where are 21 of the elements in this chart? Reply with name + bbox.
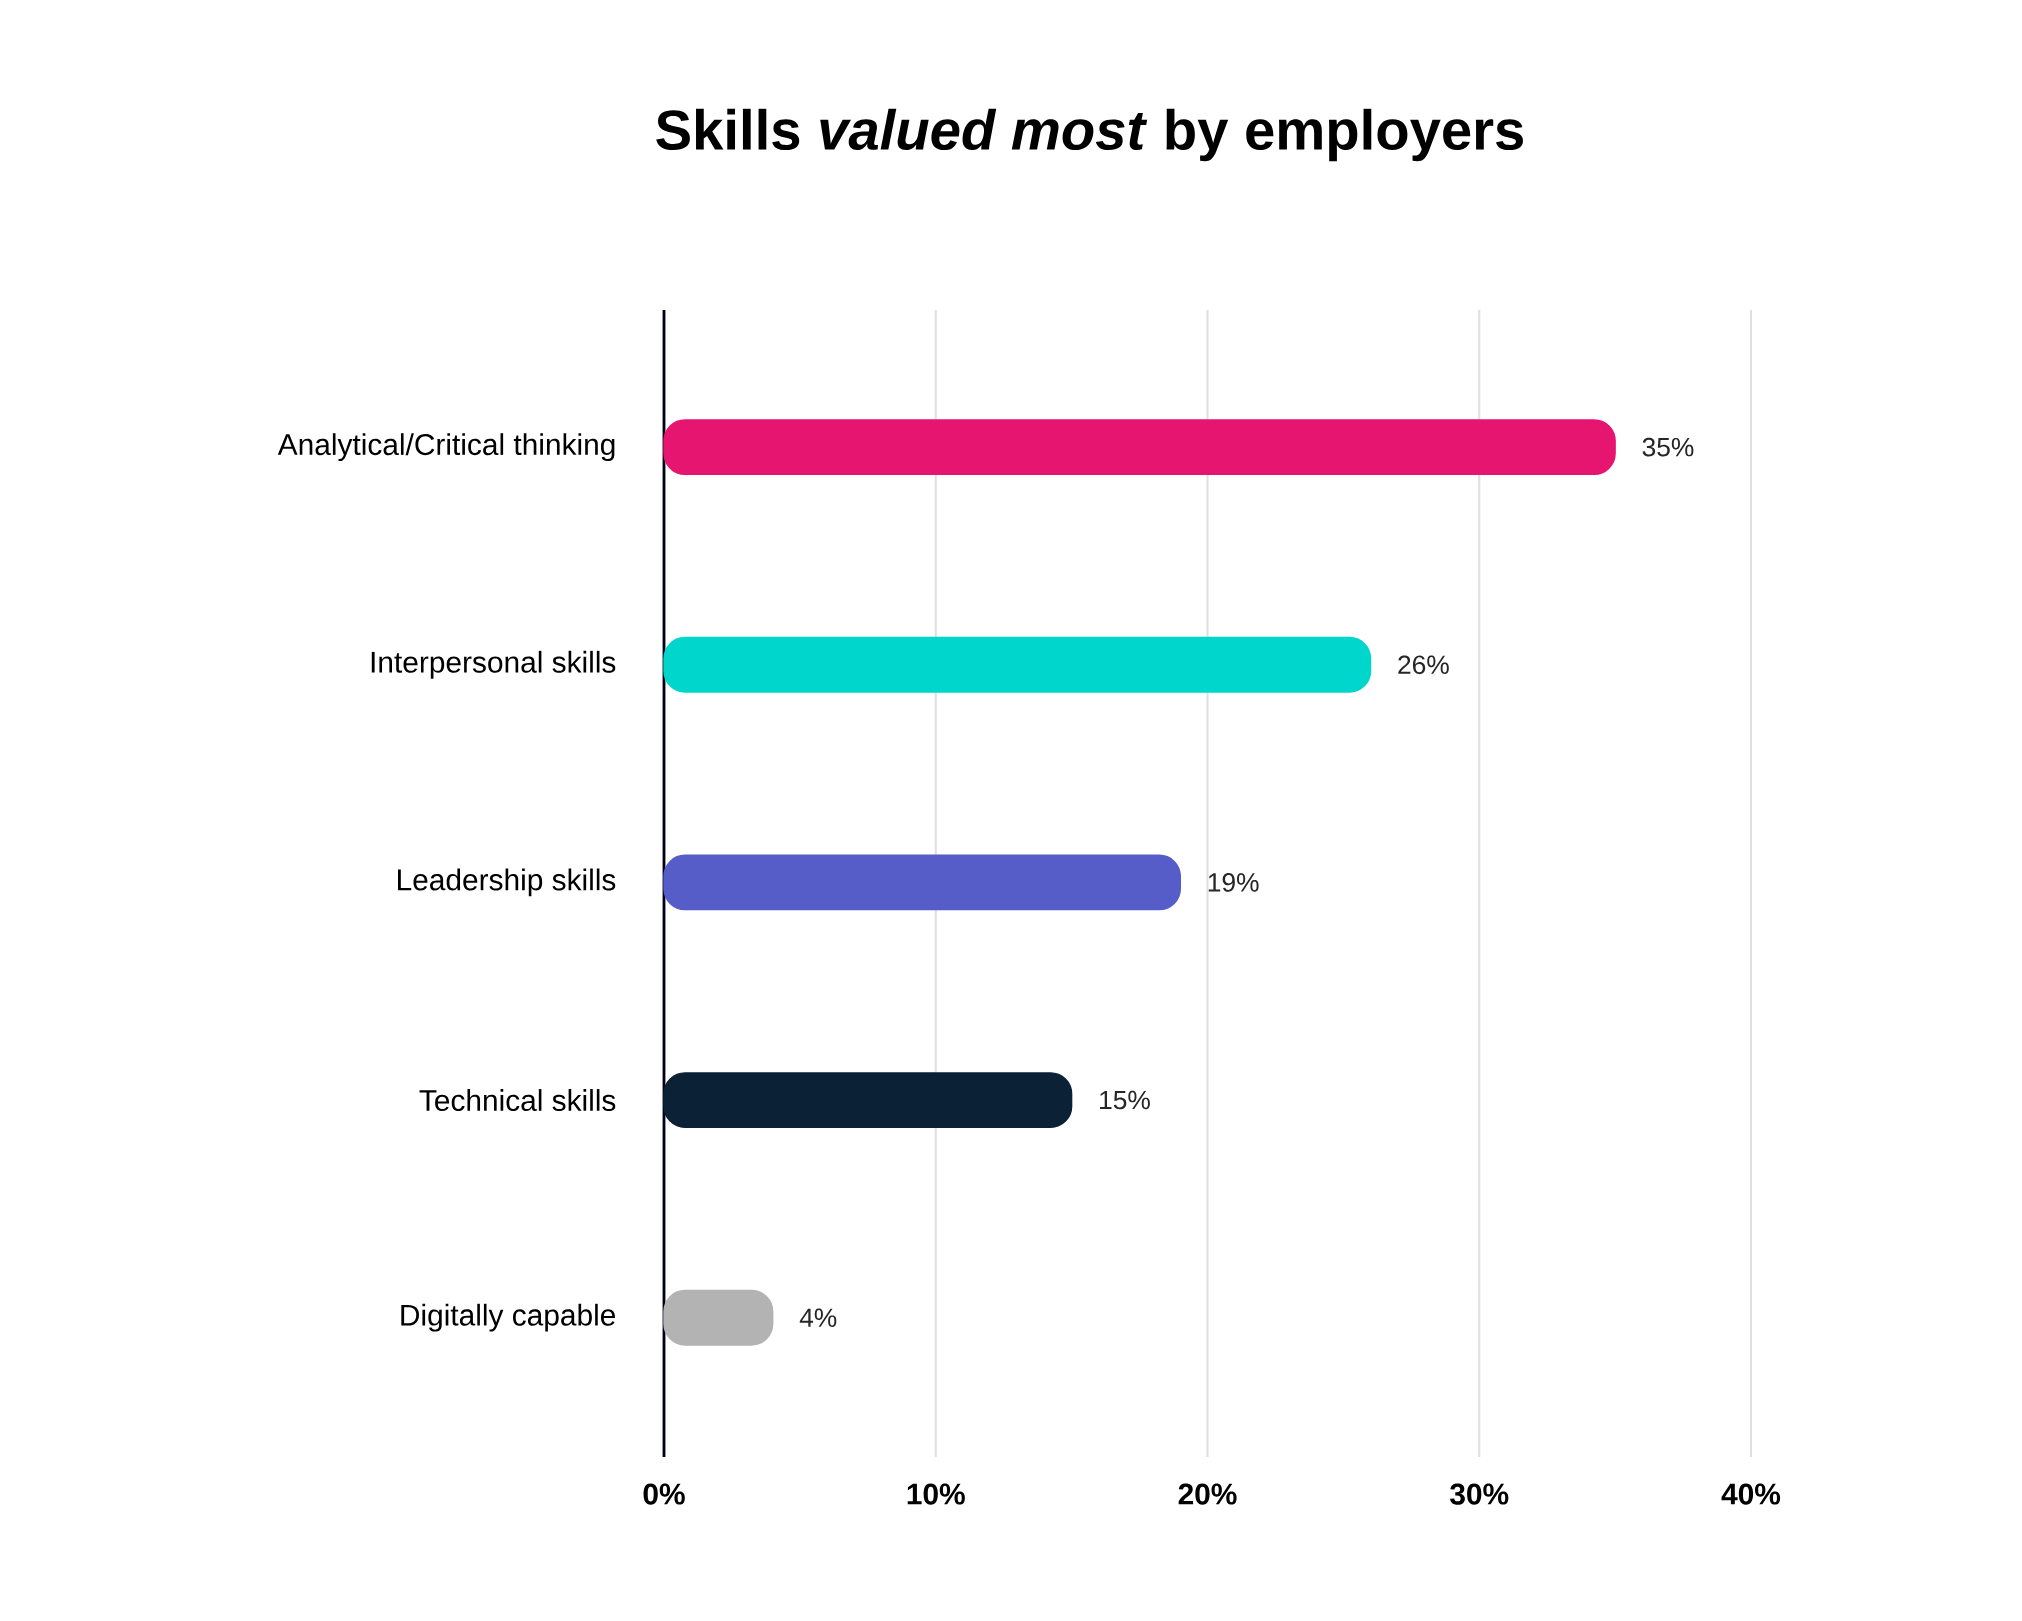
x-tick-label: 0%: [643, 1483, 685, 1505]
y-tick-label: Technical skills: [419, 1089, 616, 1112]
data-label: 15%: [1100, 1090, 1150, 1110]
x-tick-label: 10%: [907, 1483, 965, 1505]
bar: [663, 419, 1616, 476]
bar: [663, 636, 1372, 693]
y-tick-label: Analytical/Critical thinking: [277, 433, 615, 462]
data-label: 4%: [799, 1308, 837, 1327]
chart-title: Skills valued most by employers: [656, 108, 1523, 162]
bar: [663, 1072, 1073, 1128]
bar: [663, 1289, 774, 1346]
x-tick-label: 40%: [1721, 1483, 1781, 1505]
x-tick-label: 30%: [1450, 1483, 1509, 1505]
bar: [663, 854, 1182, 911]
data-label: 35%: [1642, 437, 1694, 457]
y-tick-label: Interpersonal skills: [371, 650, 616, 679]
y-tick-label: Leadership skills: [398, 868, 616, 897]
data-label: 26%: [1398, 655, 1449, 675]
data-label: 19%: [1208, 873, 1259, 892]
x-tick-label: 20%: [1178, 1483, 1237, 1505]
y-tick-label: Digitally capable: [401, 1303, 616, 1332]
